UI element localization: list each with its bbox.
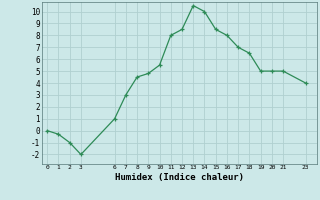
X-axis label: Humidex (Indice chaleur): Humidex (Indice chaleur)	[115, 173, 244, 182]
